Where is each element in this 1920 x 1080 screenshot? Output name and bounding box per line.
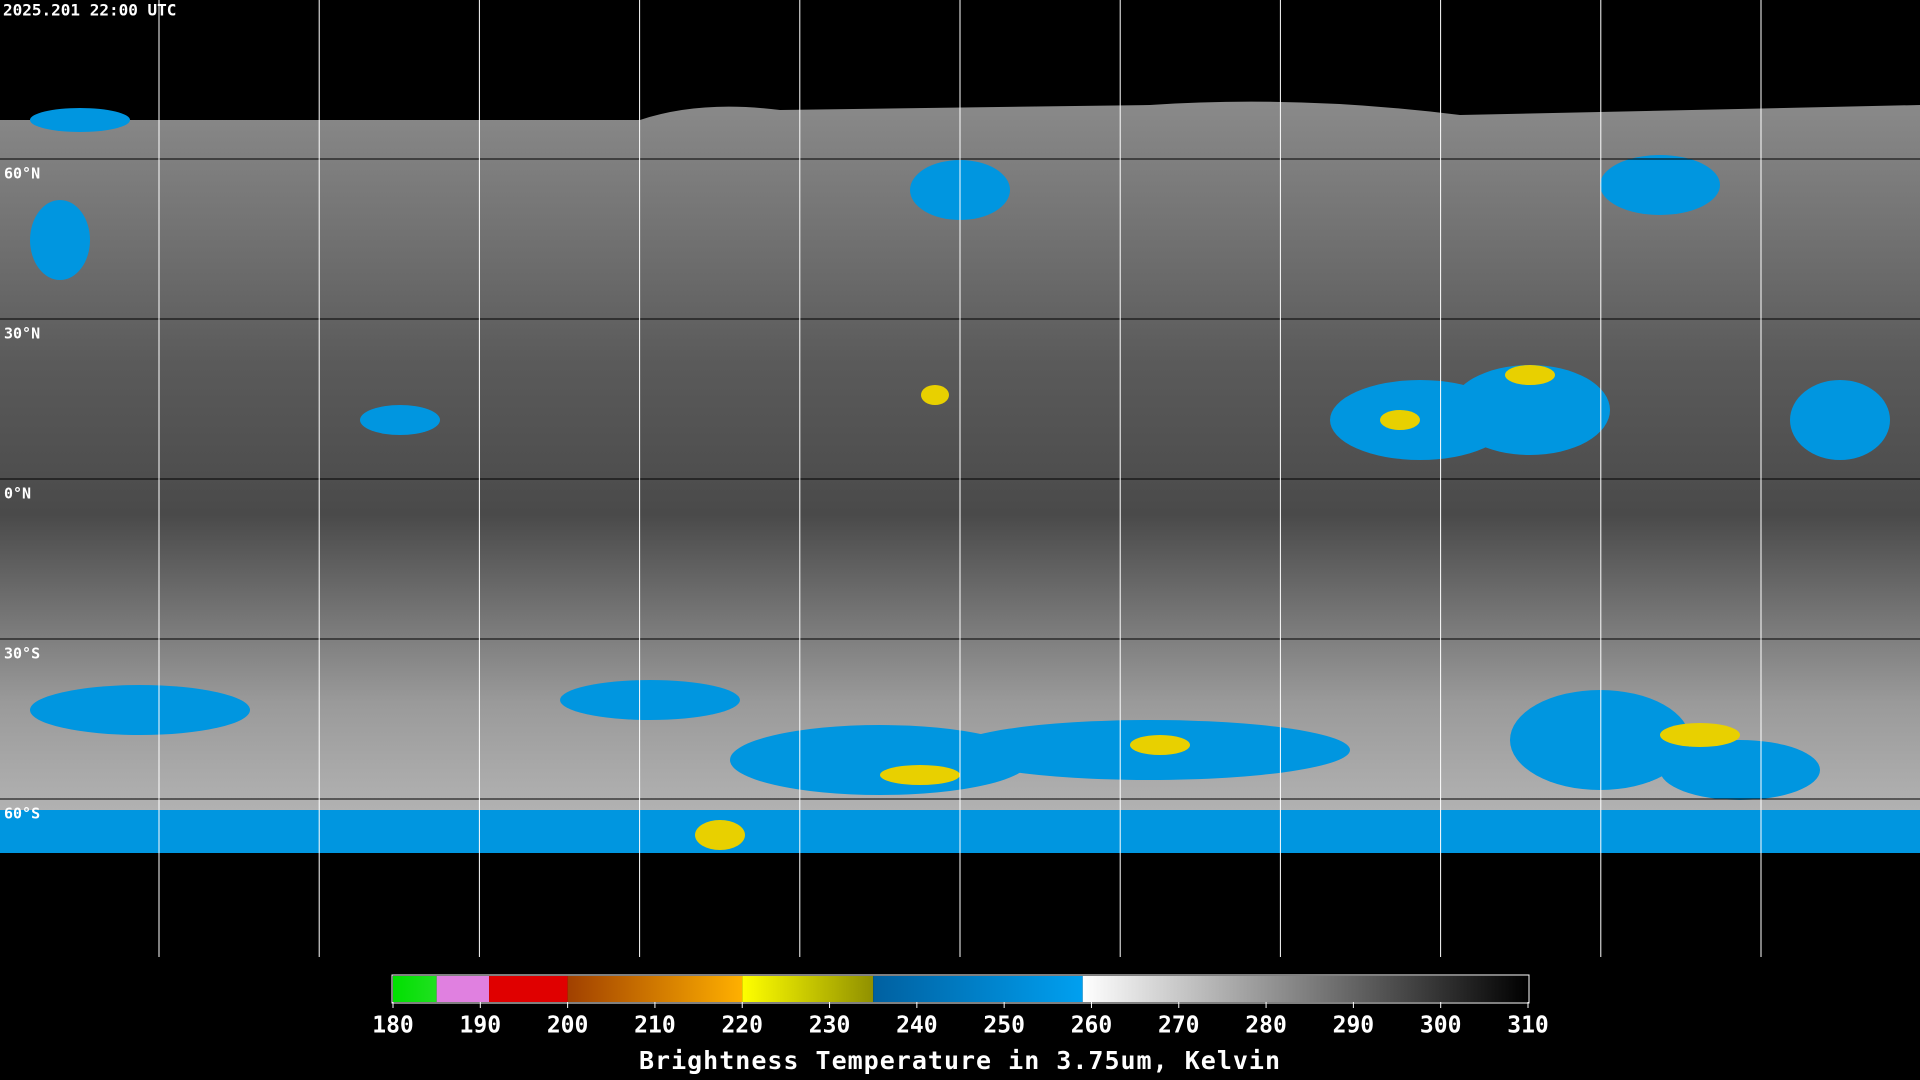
cold-cloud-tops — [695, 365, 1740, 850]
latitude-label: 60°N — [4, 165, 40, 183]
latitude-labels: 60°N 30°N 0°N 30°S 60°S — [4, 165, 40, 823]
colorbar-tick-label: 210 — [634, 1013, 676, 1039]
colorbar-segment — [436, 976, 490, 1002]
colorbar-tick-label: 180 — [372, 1013, 414, 1039]
colorbar-tick-label: 260 — [1071, 1013, 1113, 1039]
colorbar: 180 190 200 210 220 230 240 250 260 270 280 290 300 3… — [372, 976, 1549, 1039]
colorbar-tick-label: 270 — [1158, 1013, 1200, 1039]
colorbar-frame — [391, 974, 1530, 1004]
colorbar-segment — [742, 976, 874, 1002]
colorbar-segment — [489, 976, 568, 1002]
colorbar-segment — [567, 976, 743, 1002]
colorbar-tick-label: 290 — [1333, 1013, 1375, 1039]
colorbar-tick-label: 310 — [1507, 1013, 1549, 1039]
colorbar-segment — [393, 976, 437, 1002]
colorbar-tick-label: 280 — [1245, 1013, 1287, 1039]
latitude-label: 0°N — [4, 485, 31, 503]
latitude-label: 30°N — [4, 325, 40, 343]
latitude-label: 30°S — [4, 645, 40, 663]
colorbar-title: Brightness Temperature in 3.75um, Kelvin — [639, 1046, 1281, 1075]
colorbar-tick-label: 190 — [460, 1013, 502, 1039]
colorbar-tick-label: 300 — [1420, 1013, 1462, 1039]
latitude-label: 60°S — [4, 805, 40, 823]
colorbar-segment — [1082, 976, 1528, 1002]
colorbar-tick-label: 250 — [983, 1013, 1025, 1039]
colorbar-segment — [873, 976, 1083, 1002]
colorbar-tick-label: 240 — [896, 1013, 938, 1039]
graticule-north-south — [158, 0, 1762, 957]
colorbar-tick-label: 200 — [547, 1013, 589, 1039]
colorbar-tick-label: 220 — [721, 1013, 763, 1039]
cloud-cells — [30, 108, 1890, 800]
timestamp: 2025.201 22:00 UTC — [3, 1, 176, 20]
colorbar-tick-label: 230 — [809, 1013, 851, 1039]
